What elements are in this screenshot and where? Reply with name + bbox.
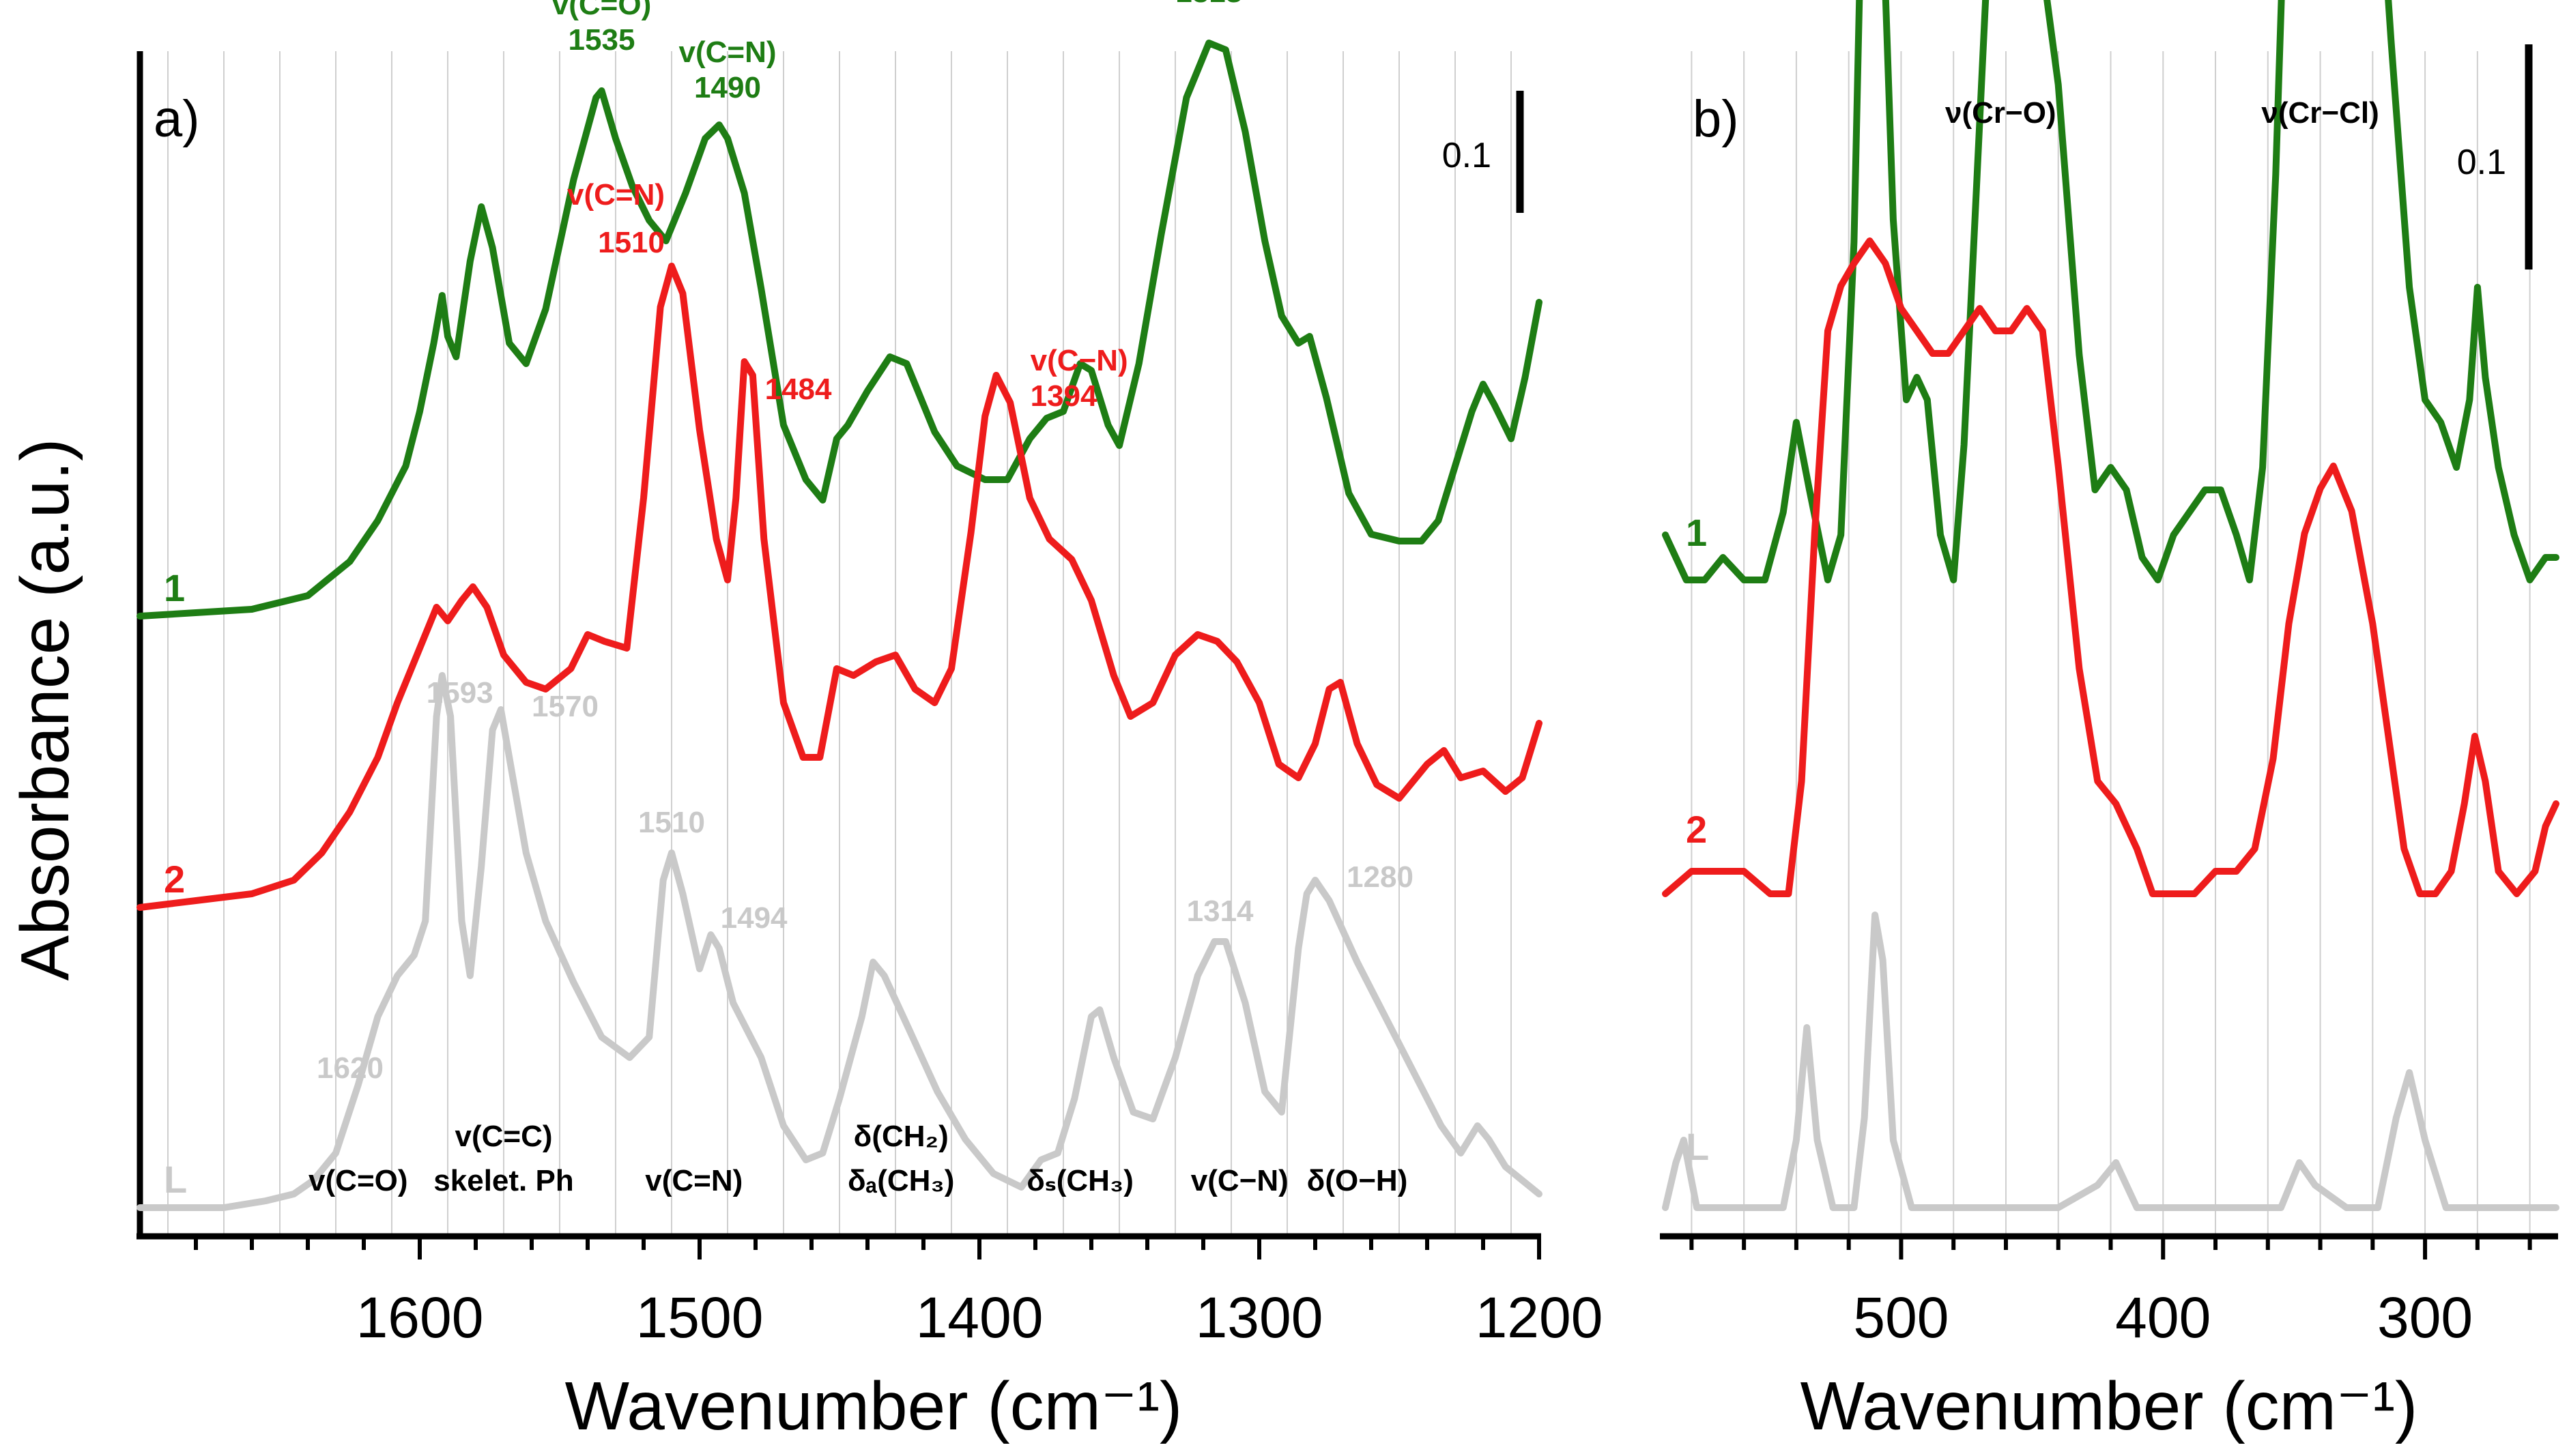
peak-annotation-value: 1620 [317,1051,384,1085]
panel-a-x-axis-title: Wavenumber (cm⁻¹) [565,1368,1183,1444]
band-label: v(C−N) [1191,1164,1289,1197]
panel-a: 1600 1500 1400 1300 1200 12L v(C=O)1535 v(C=N… [137,0,1603,1444]
peak-annotation-value: 1510 [598,226,665,259]
peak-annotation-value: 1593 [427,676,493,710]
peak-annotation-value: 1484 [765,373,832,406]
series-1-label: 1 [164,566,185,609]
series-1-line [137,40,1542,620]
series-L-line [1662,912,2559,1211]
series-L-label: L [164,1158,187,1201]
band-label-second-line: skelet. Ph [433,1164,573,1197]
peak-annotation-value: 1510 [638,806,705,839]
panel-b: 500 400 300 1 2 L ν(Cr−O) ν(Cr−Cl) b) Wavenum… [1660,0,2559,1444]
series-L-line [137,672,1542,1211]
x-tick-label: 1200 [1476,1285,1603,1350]
series-2-label: 2 [164,858,185,901]
peak-annotation-value: 1570 [532,690,599,723]
panel-a-annotations: v(C=O)1535v(C=N)1490v(C−N)1318v(C=N)1510… [317,0,1413,1085]
x-tick-label: 1400 [916,1285,1044,1350]
peak-annotation-label: v(C=O) [552,0,651,21]
panel-b-grid [1691,51,2531,1236]
peak-annotation-value: 1394 [1031,379,1097,413]
panel-b-x-axis-title: Wavenumber (cm⁻¹) [1800,1368,2418,1444]
band-label: δₛ(CH₃) [1027,1164,1134,1197]
series-2-line [137,263,1542,911]
peak-annotation-label: v(C−N) [1031,344,1128,377]
series-2-label: 2 [1686,808,1707,851]
peak-annotation-value: 1535 [569,23,635,57]
y-axis-title: Absorbance (a.u.) [7,439,83,981]
x-tick-label: 1500 [636,1285,764,1350]
peak-annotation-value: 1490 [694,71,761,104]
series-2-line [1662,237,2559,897]
band-label: δ(CH₂) [854,1120,949,1153]
peak-annotation-value: 1280 [1347,860,1413,894]
peak-annotation-value: 1314 [1187,894,1254,928]
panel-b-traces: 1 2 L [1662,0,2559,1211]
x-tick-label: 400 [2115,1285,2211,1350]
panel-b-ticks: 500 400 300 [1689,1236,2532,1350]
peak-annotation-value: 1494 [721,901,788,935]
band-label: v(C=O) [308,1164,407,1197]
band-label-second-line: δₐ(CH₃) [848,1164,955,1197]
series-1-line [1662,0,2559,583]
panel-b-scale-label: 0.1 [2457,143,2506,182]
panel-a-band-labels: v(C=O) v(C=C) skelet. Ph v(C=N) δ(CH₂) δₐ(CH₃… [308,1120,1407,1197]
series-1-label: 1 [1686,511,1707,554]
panel-a-ticks: 1600 1500 1400 1300 1200 [194,1236,1603,1350]
series-L-label: L [1686,1125,1709,1168]
panel-a-scale-label: 0.1 [1442,136,1491,175]
x-tick-label: 300 [2377,1285,2473,1350]
panel-b-label: b) [1693,90,1739,148]
peak-annotation-label: v(C=N) [567,178,665,212]
peak-annotation-label: v(C=N) [678,35,776,69]
x-tick-label: 500 [1853,1285,1949,1350]
band-label: ν(Cr−Cl) [2261,96,2379,130]
band-label: δ(O−H) [1307,1164,1408,1197]
panel-b-band-labels: ν(Cr−O) ν(Cr−Cl) [1945,96,2379,130]
panel-a-traces: 1 2 L [137,40,1542,1211]
band-label: v(C=N) [645,1164,743,1197]
x-tick-label: 1600 [356,1285,484,1350]
band-label: v(C=C) [455,1120,552,1153]
x-tick-label: 1300 [1196,1285,1323,1350]
band-label: ν(Cr−O) [1945,96,2056,130]
peak-annotation-value: 1318 [1175,0,1242,9]
panel-a-label: a) [154,90,200,148]
